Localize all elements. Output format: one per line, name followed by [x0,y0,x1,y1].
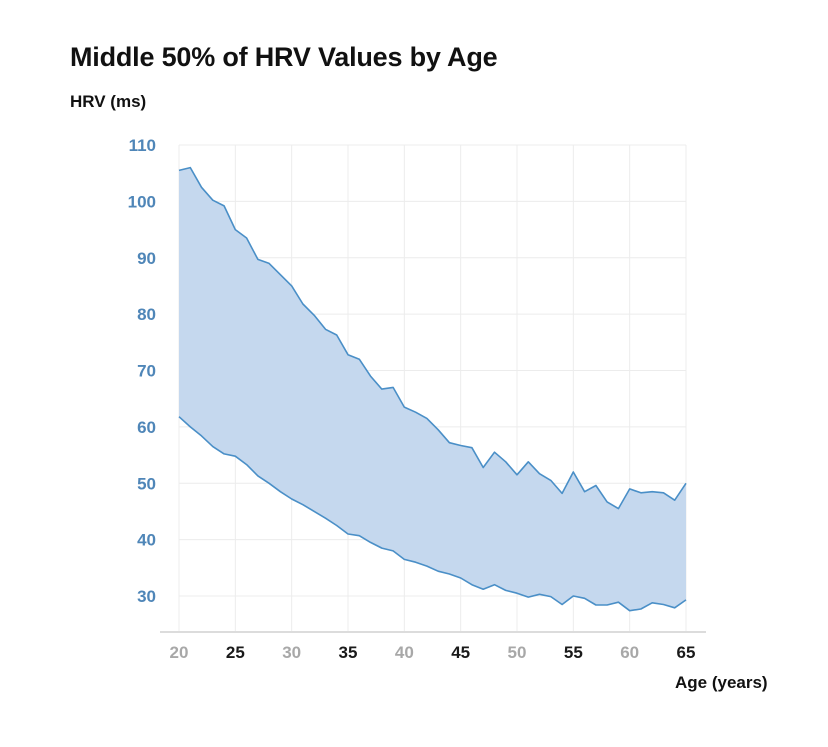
y-tick-label: 40 [137,531,156,550]
y-axis-label: HRV (ms) [70,92,147,111]
y-tick-label: 110 [129,136,156,155]
x-tick-label: 35 [339,643,358,662]
y-tick-label: 60 [137,418,156,437]
y-tick-labels: 110 100 90 80 70 60 50 40 30 [128,136,156,606]
x-tick-label: 40 [395,643,414,662]
y-tick-label: 30 [137,587,156,606]
y-tick-label: 70 [137,362,156,381]
y-tick-label: 90 [137,249,156,268]
x-tick-labels: 20 25 30 35 40 45 50 55 60 65 [170,643,696,662]
x-tick-label: 60 [620,643,639,662]
y-tick-label: 100 [128,192,156,211]
chart-title: Middle 50% of HRV Values by Age [70,42,498,72]
upper-quartile-line [178,166,687,510]
x-tick-label: 55 [564,643,583,662]
x-tick-label: 50 [508,643,527,662]
lower-quartile-line [178,416,687,612]
y-tick-label: 80 [137,305,156,324]
x-tick-label: 45 [451,643,470,662]
x-tick-label: 25 [226,643,245,662]
y-tick-label: 50 [137,474,156,493]
x-tick-label: 65 [677,643,696,662]
middle-50-band [179,167,686,611]
x-axis-label: Age (years) [675,673,768,692]
x-tick-label: 20 [170,643,189,662]
x-tick-label: 30 [282,643,301,662]
